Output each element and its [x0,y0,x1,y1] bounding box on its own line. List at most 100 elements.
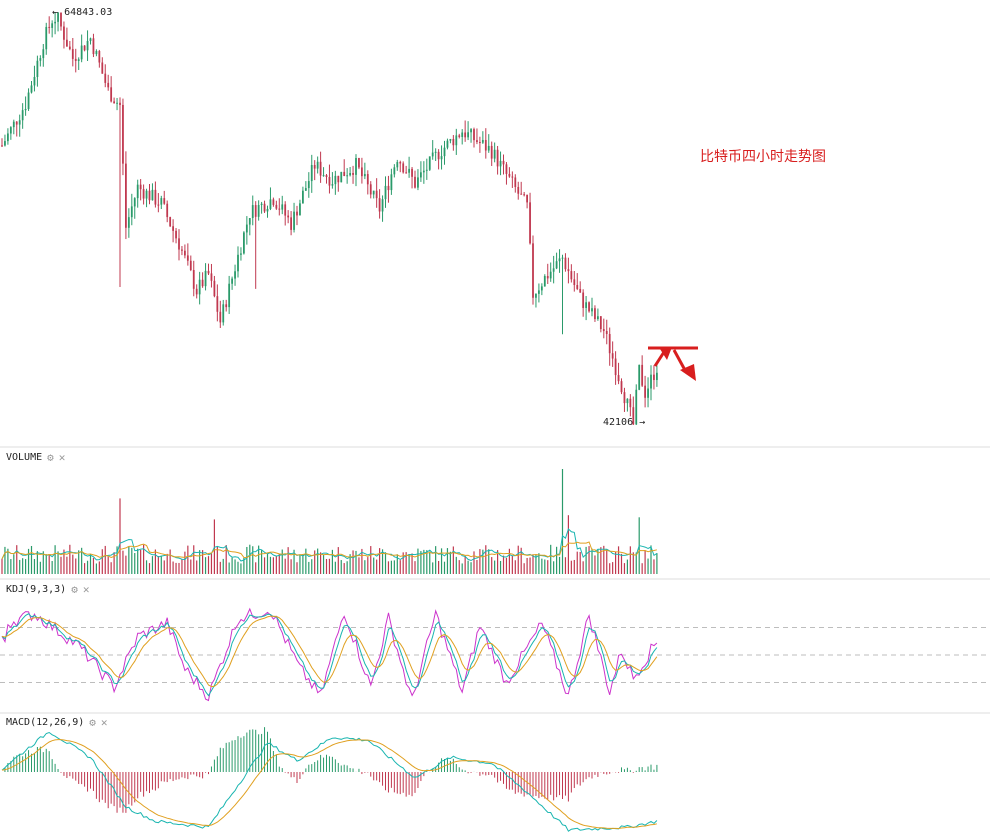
volume-panel-title: VOLUME [6,452,43,463]
volume-bar [101,549,103,574]
volume-bar [249,544,251,574]
volume-bar [204,557,207,574]
volume-bar [502,555,505,574]
candle-body [467,132,469,138]
volume-bar [134,553,136,574]
volume-bar [75,558,77,574]
volume-bar [547,560,549,574]
volume-bar [505,557,508,574]
candle-body [151,189,154,201]
close-icon[interactable]: ✕ [82,583,90,596]
candle-body [160,198,163,205]
macd-panel-header: MACD(12,26,9) ⚙ ✕ [6,716,108,729]
candle-body [372,190,375,195]
volume-bar [16,545,18,574]
volume-bar [564,557,567,574]
volume-bar [641,563,643,574]
volume-bar [89,554,92,574]
gear-icon[interactable]: ⚙ [47,451,54,464]
candle-body [585,302,587,308]
candle-body [378,198,381,212]
high-price-value: 64843.03 [64,7,113,18]
candle-body [334,175,337,185]
candle-body [602,329,605,332]
candle-body [310,165,313,182]
volume-bar [51,561,53,574]
candle-body [178,238,180,250]
volume-bar [390,560,392,574]
volume-bar [417,548,419,574]
kdj-series [0,607,990,702]
volume-bar [181,559,183,574]
volume-bar [311,559,313,574]
close-icon[interactable]: ✕ [100,716,108,729]
candle-body [204,270,207,287]
volume-bar [30,545,33,574]
volume-bar [452,546,454,574]
candle-body [508,173,511,177]
candle-body [172,226,174,231]
candle-body [12,121,15,128]
candle-body [417,177,419,188]
close-icon[interactable]: ✕ [58,451,66,464]
candle-body [476,140,478,142]
candle-body [157,204,160,206]
candle-body [63,26,65,40]
candle-body [213,280,216,297]
candle-body [240,253,242,255]
volume-bar [331,549,333,574]
volume-bar [485,545,487,574]
candle-body [86,40,89,51]
candle-body [24,108,27,111]
candle-body [352,173,354,175]
volume-bar [157,556,159,574]
candle-body [113,101,115,104]
volume-bar [322,555,325,574]
volume-bar [443,561,446,574]
candle-body [48,26,51,28]
candle-body [484,139,487,151]
candle-body [414,176,416,188]
volume-bar [446,548,449,574]
volume-bar [526,557,528,574]
volume-bar [440,548,443,574]
volume-bar [432,562,434,574]
candle-body [263,203,266,212]
volume-bar [263,557,266,574]
candle-body [473,129,475,141]
candle-body [18,120,21,125]
gear-icon[interactable]: ⚙ [89,716,96,729]
candle-body [582,292,585,308]
candle-body [411,168,413,177]
low-price-label: 42106 → [603,417,645,428]
candle-body [219,311,222,323]
candle-body [272,199,275,205]
candle-body [517,186,520,194]
volume-bar [7,548,9,574]
volume-bar [582,561,584,574]
candle-body [635,389,638,425]
volume-bar [623,563,626,574]
candle-body [611,353,614,359]
candle-body [505,164,508,174]
candle-body [446,140,449,148]
volume-bar [143,544,145,574]
volume-bar [429,551,431,574]
volume-bar [175,562,177,574]
volume-bar [151,556,154,574]
volume-bar [125,555,127,574]
candle-body [83,45,86,51]
candle-body [216,296,219,312]
candle-body [169,217,172,227]
candle-body [95,51,98,55]
volume-bar [287,547,289,574]
volume-bar [573,559,575,574]
volume-bar [72,554,74,574]
candle-body [148,190,151,201]
gear-icon[interactable]: ⚙ [71,583,78,596]
volume-bar [222,558,224,574]
candle-body [257,205,260,217]
candle-body [66,39,68,47]
volume-bar [626,559,628,574]
candle-body [393,167,396,175]
